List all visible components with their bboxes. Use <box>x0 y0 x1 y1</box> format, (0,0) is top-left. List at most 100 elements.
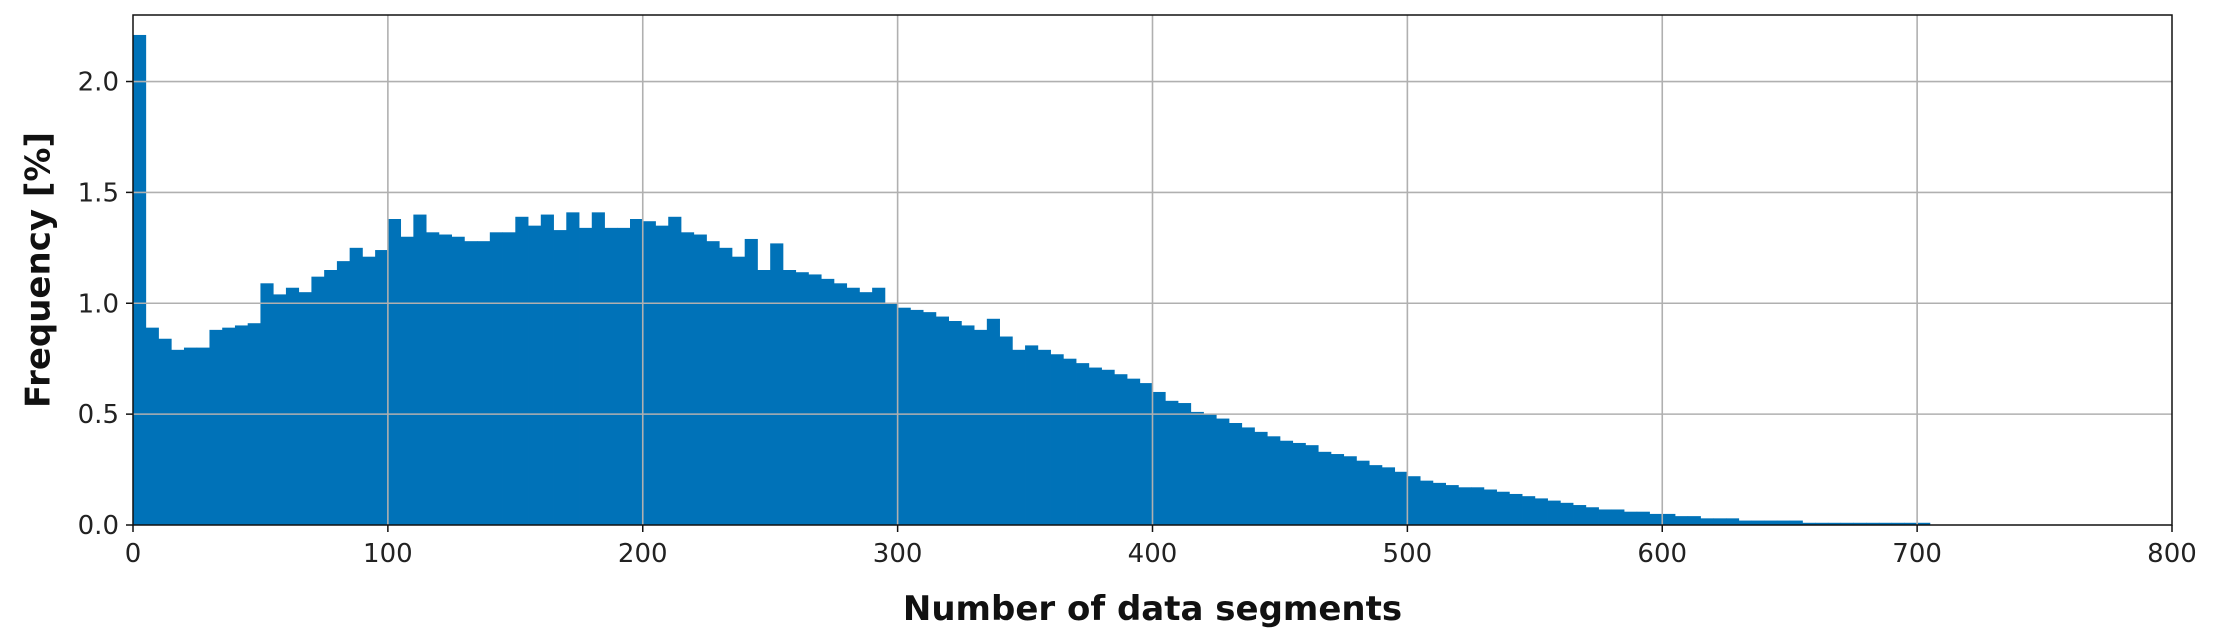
histogram-bar <box>1292 442 1306 525</box>
histogram-bar <box>1891 522 1905 525</box>
histogram-bar <box>579 227 593 525</box>
histogram-bar <box>655 225 669 526</box>
histogram-bar <box>693 234 707 526</box>
histogram-bar <box>1318 451 1332 525</box>
histogram-bar <box>553 230 567 525</box>
histogram-bar <box>999 336 1013 525</box>
x-tick-label: 400 <box>1128 539 1178 569</box>
histogram-bar <box>1776 520 1791 525</box>
histogram-bar <box>1840 522 1854 525</box>
histogram-bar <box>1674 516 1689 525</box>
histogram-bar <box>400 236 414 525</box>
histogram-bar <box>464 241 478 525</box>
histogram-bar <box>1216 418 1230 525</box>
histogram-bar <box>336 261 351 525</box>
histogram-bar <box>1598 509 1612 525</box>
histogram-bar <box>1139 383 1153 525</box>
histogram-bar <box>1177 403 1192 525</box>
histogram-bar <box>910 309 924 525</box>
x-axis-title: Number of data segments <box>903 589 1402 629</box>
histogram-bar <box>273 294 287 525</box>
histogram-bar <box>1649 513 1663 525</box>
histogram-bar <box>1827 522 1842 525</box>
histogram-bar <box>1496 491 1510 525</box>
histogram-bar <box>1037 349 1051 525</box>
histogram-bar <box>528 225 542 526</box>
histogram-bar <box>1700 518 1714 525</box>
x-tick-label: 600 <box>1637 539 1687 569</box>
histogram-bar <box>1254 431 1268 525</box>
histogram-bar <box>1241 427 1255 525</box>
histogram-bar <box>770 243 784 526</box>
histogram-bar <box>196 347 210 525</box>
histogram-bar <box>1025 345 1039 525</box>
histogram-bar <box>719 247 733 525</box>
histogram-bar <box>1725 518 1740 525</box>
x-tick-label: 700 <box>1892 539 1942 569</box>
histogram-bar <box>387 219 402 525</box>
x-axis-ticks: 0 100 200 300 400 500 600 700 800 <box>125 525 2197 569</box>
histogram-bar <box>1267 436 1281 525</box>
histogram-bar <box>1101 369 1115 525</box>
histogram-bar <box>1789 520 1803 525</box>
histogram-bar <box>349 247 363 525</box>
histogram-bar <box>133 34 147 526</box>
histogram-bar <box>1305 445 1319 525</box>
histogram-bar <box>1420 480 1434 525</box>
histogram-bar <box>1356 460 1370 525</box>
histogram-bar <box>222 327 236 525</box>
histogram-bar <box>1611 509 1625 525</box>
histogram-bar <box>1713 518 1727 525</box>
histogram-bar <box>1534 498 1548 525</box>
histogram-bar <box>502 232 516 525</box>
histogram-bar <box>795 272 809 525</box>
histogram-bar <box>1522 496 1536 525</box>
histogram-bar <box>1050 354 1064 525</box>
histogram-bar <box>451 236 465 525</box>
histogram-bar <box>1063 358 1077 525</box>
histogram-bar <box>948 321 962 525</box>
histogram-bar <box>1853 522 1867 525</box>
histogram-bar <box>1076 363 1090 525</box>
histogram-bar <box>1279 440 1294 525</box>
histogram-bar <box>477 241 491 525</box>
histogram-bar <box>1560 502 1574 525</box>
histogram-bar <box>1471 487 1485 525</box>
histogram-bar <box>846 287 860 525</box>
histogram-bar <box>935 316 949 525</box>
histogram-bar <box>961 325 975 525</box>
histogram-bar <box>833 283 848 525</box>
histogram-bar <box>1381 467 1396 525</box>
histogram-bar <box>923 312 937 525</box>
histogram-bar <box>897 307 911 525</box>
y-tick-label: 1.5 <box>78 178 119 208</box>
histogram-bar <box>1228 423 1243 525</box>
histogram-bar <box>680 232 695 525</box>
histogram-bar <box>515 216 529 526</box>
x-tick-label: 300 <box>873 539 923 569</box>
x-tick-label: 0 <box>125 539 142 569</box>
histogram-bar <box>1432 482 1447 525</box>
histogram-bar <box>1764 520 1778 525</box>
histogram-bar <box>183 347 198 525</box>
y-axis-title: Frequency [%] <box>19 132 59 408</box>
x-tick-label: 500 <box>1383 539 1433 569</box>
y-tick-label: 0.0 <box>78 511 119 541</box>
histogram-bar <box>808 274 822 525</box>
histogram-bar <box>1751 520 1765 525</box>
histogram-bar <box>413 214 427 525</box>
histogram-bar <box>1815 522 1829 525</box>
histogram-bar <box>566 212 580 525</box>
histogram-bar <box>375 250 389 526</box>
histogram-bar <box>489 232 503 525</box>
histogram-bar <box>209 329 223 525</box>
histogram-bar <box>324 270 338 525</box>
histogram-bar <box>298 292 312 525</box>
x-tick-label: 800 <box>2147 539 2197 569</box>
histogram-bar <box>1114 374 1128 525</box>
x-tick-label: 200 <box>618 539 668 569</box>
histogram-bar <box>757 270 771 525</box>
histogram-bar <box>1802 522 1816 525</box>
histogram-bar <box>1330 454 1345 525</box>
histogram-bar <box>247 323 261 525</box>
